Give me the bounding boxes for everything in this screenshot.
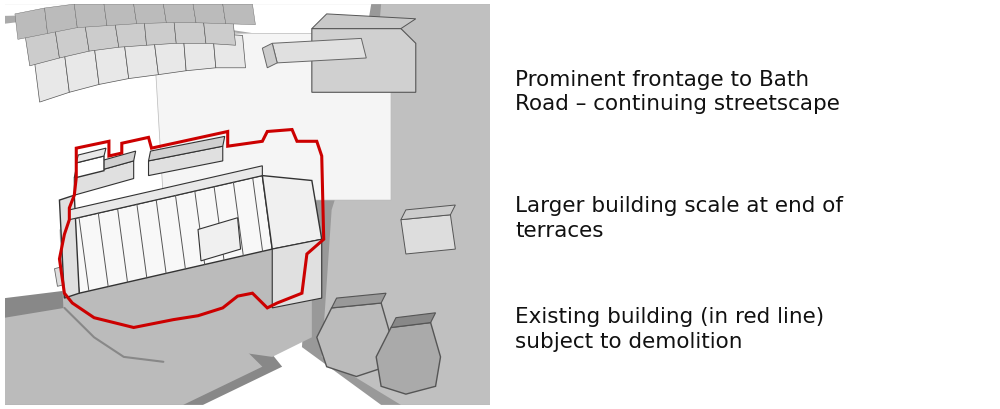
Polygon shape: [173, 14, 206, 43]
Polygon shape: [15, 8, 48, 39]
Polygon shape: [401, 215, 455, 254]
Polygon shape: [5, 4, 490, 63]
Polygon shape: [54, 20, 89, 58]
Polygon shape: [391, 313, 436, 328]
Polygon shape: [198, 218, 241, 261]
Polygon shape: [376, 323, 441, 394]
Polygon shape: [104, 4, 137, 26]
Polygon shape: [74, 151, 136, 178]
Polygon shape: [25, 26, 59, 66]
Polygon shape: [262, 43, 277, 68]
Text: Larger building scale at end of
terraces: Larger building scale at end of terraces: [515, 196, 843, 241]
Polygon shape: [272, 38, 366, 63]
Polygon shape: [223, 4, 255, 25]
Polygon shape: [193, 4, 226, 24]
Polygon shape: [163, 4, 196, 23]
Polygon shape: [59, 190, 312, 357]
Polygon shape: [74, 4, 107, 28]
Polygon shape: [302, 4, 490, 405]
Polygon shape: [134, 4, 166, 24]
Text: Existing building (in red line)
subject to demolition: Existing building (in red line) subject …: [515, 307, 824, 352]
Polygon shape: [54, 261, 87, 286]
Polygon shape: [35, 53, 69, 102]
Polygon shape: [114, 14, 147, 47]
Polygon shape: [149, 136, 225, 161]
Text: Prominent frontage to Bath
Road – continuing streetscape: Prominent frontage to Bath Road – contin…: [515, 70, 840, 115]
Polygon shape: [312, 29, 401, 78]
Polygon shape: [203, 16, 236, 45]
Polygon shape: [76, 156, 104, 178]
Polygon shape: [45, 4, 77, 34]
Polygon shape: [149, 146, 223, 175]
Polygon shape: [64, 45, 99, 92]
Polygon shape: [153, 34, 391, 200]
Polygon shape: [74, 161, 134, 195]
Polygon shape: [312, 29, 416, 92]
Polygon shape: [144, 14, 176, 45]
Polygon shape: [183, 34, 216, 71]
Polygon shape: [213, 34, 246, 68]
Polygon shape: [69, 175, 272, 293]
Polygon shape: [401, 205, 455, 220]
Polygon shape: [76, 148, 106, 163]
Polygon shape: [272, 239, 322, 308]
Polygon shape: [5, 4, 490, 405]
Polygon shape: [317, 303, 391, 377]
Polygon shape: [84, 16, 119, 51]
Polygon shape: [5, 4, 490, 83]
Polygon shape: [59, 195, 79, 298]
Polygon shape: [5, 308, 262, 405]
Polygon shape: [94, 39, 129, 84]
Polygon shape: [69, 166, 262, 220]
Polygon shape: [312, 14, 416, 29]
Polygon shape: [322, 4, 490, 405]
Polygon shape: [5, 288, 282, 405]
Polygon shape: [124, 36, 158, 79]
Polygon shape: [153, 34, 186, 75]
Polygon shape: [262, 175, 322, 249]
Polygon shape: [332, 293, 386, 308]
